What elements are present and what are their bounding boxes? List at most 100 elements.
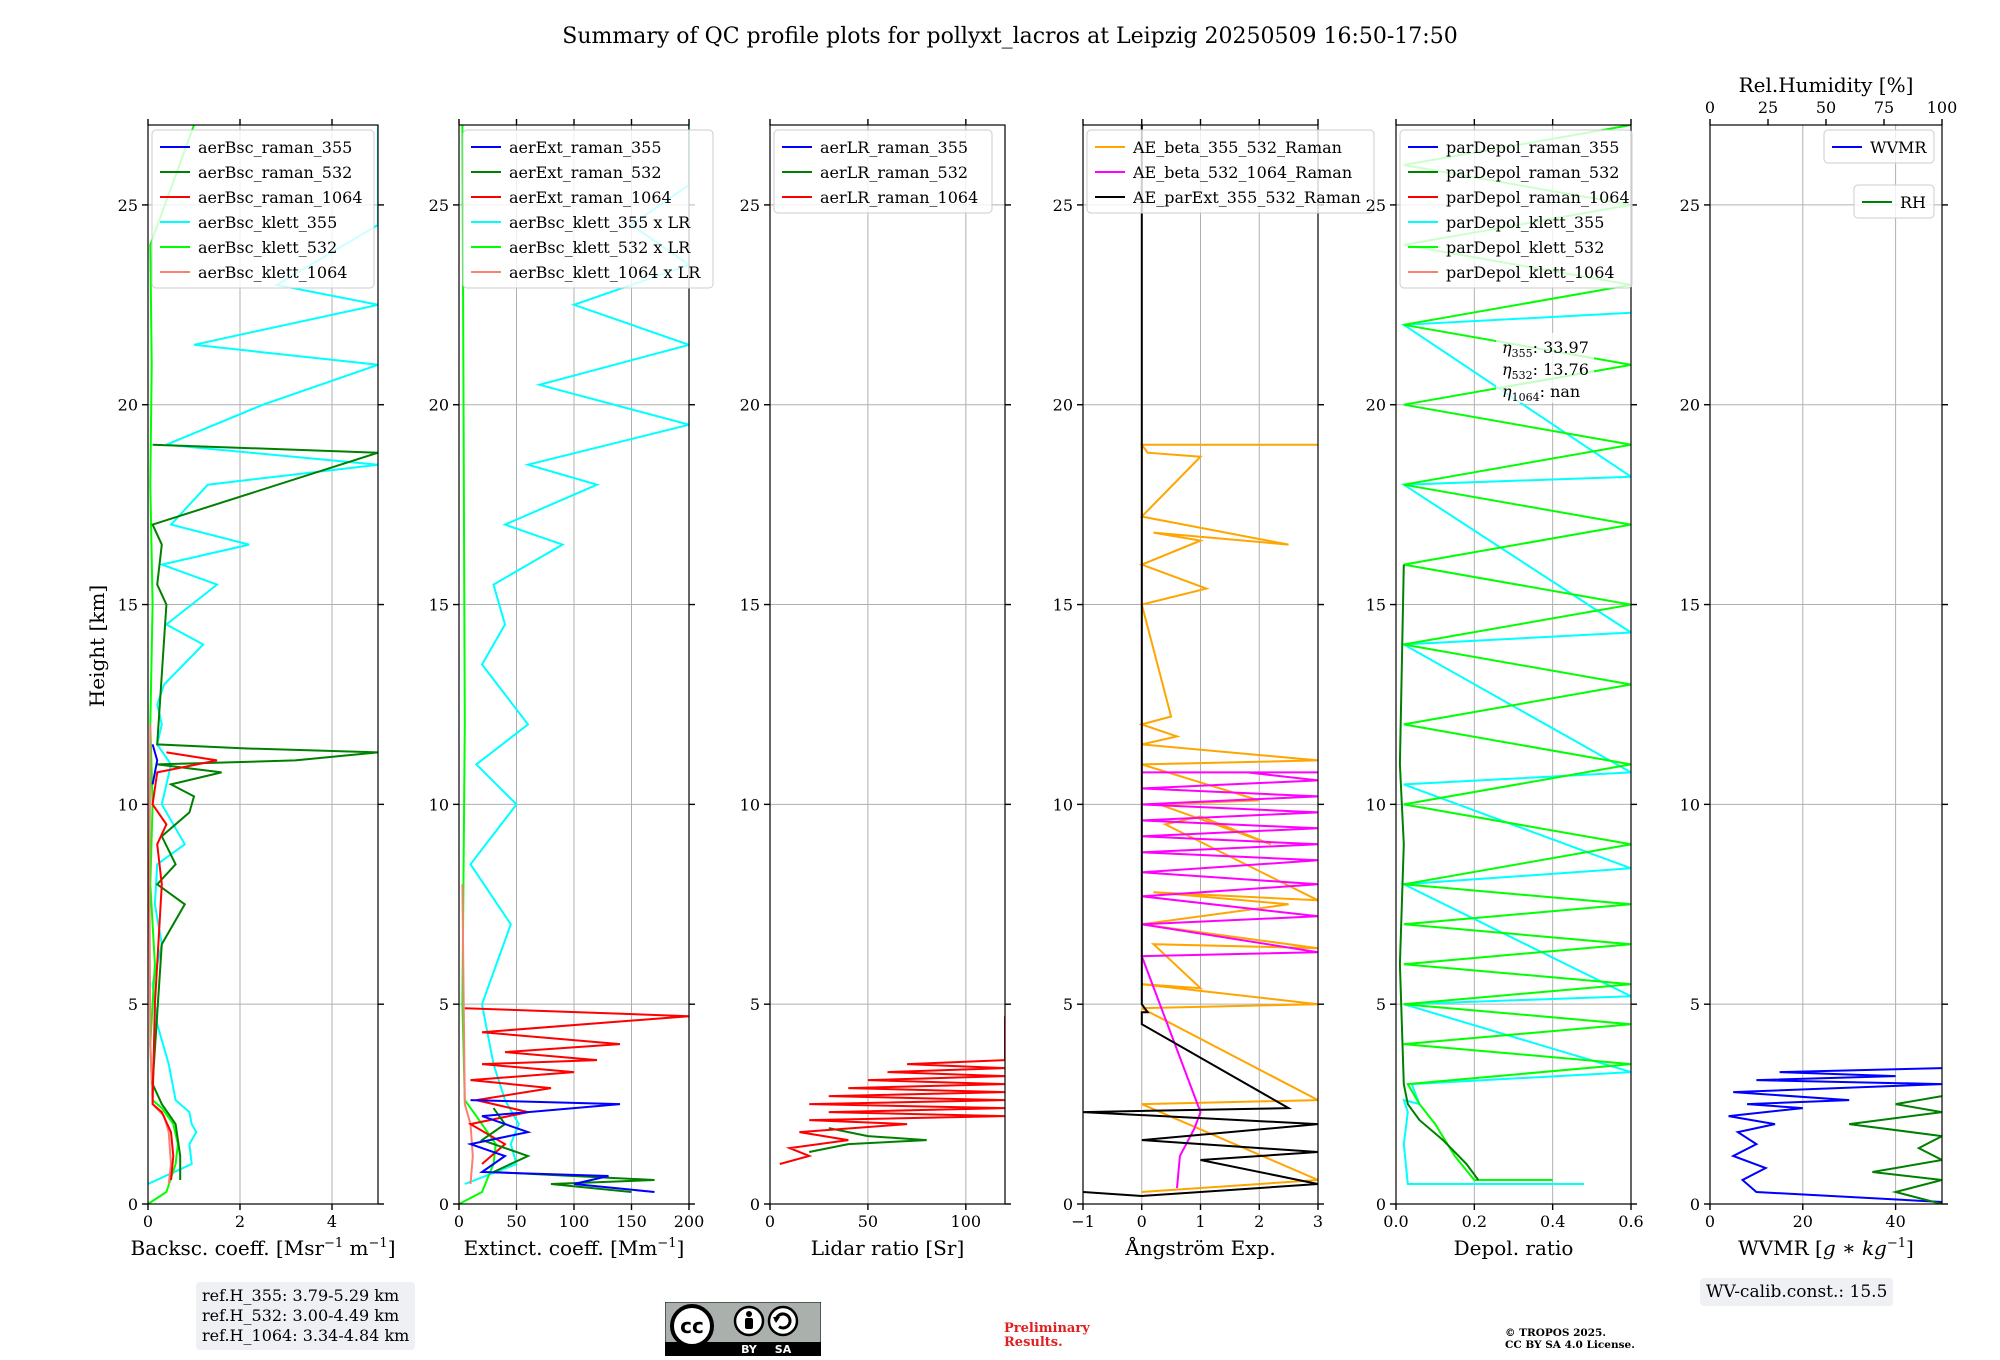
y-tick-label: 5 <box>1690 995 1700 1014</box>
preliminary-line-1: Preliminary <box>1004 1321 1090 1336</box>
x-axis-label: Backsc. coeff. [Msr−1 m−1] <box>131 1236 396 1260</box>
legend-label: AE_beta_355_532_Raman <box>1132 138 1342 157</box>
data-series <box>459 125 689 1204</box>
top-x-axis-label: Rel.Humidity [%] <box>1739 73 1914 97</box>
x-axis-label-part: Ångström Exp. <box>1124 1235 1275 1260</box>
eta-symbol: η <box>1502 360 1512 379</box>
eta-number: : 33.97 <box>1533 338 1589 357</box>
x-axis-label-part: Lidar ratio [Sr] <box>811 1236 965 1260</box>
y-tick-label: 0 <box>1063 1195 1073 1214</box>
legend-label: aerBsc_klett_1064 <box>198 263 347 282</box>
subplot-depol: 0.0 0.2 0.4 0.6 0 5 10 15 20 25 Depol. ratio parDep… <box>1366 119 1644 1260</box>
subplot-lr: 0 50 100 0 5 10 15 20 25 Lidar ratio [Sr] aerLR_ra… <box>740 119 1011 1260</box>
x-tick-label: 0 <box>765 1212 775 1231</box>
y-tick-label: 10 <box>1680 795 1700 814</box>
x-tick-label: 2 <box>235 1212 245 1231</box>
x-tick-label: 20 <box>1793 1212 1813 1231</box>
grid-lines <box>769 125 1005 1205</box>
series-AE_parExt_355_532_Raman <box>1083 125 1318 1198</box>
legend-rh: RH <box>1853 184 1935 219</box>
data-series <box>148 125 378 1204</box>
top-x-tick-label: 75 <box>1874 98 1894 117</box>
series-aerBsc_klett_532 <box>148 125 195 1204</box>
grid-lines <box>1709 125 1943 1205</box>
x-tick-label: 40 <box>1885 1212 1905 1231</box>
ticks <box>764 119 1011 1210</box>
x-axis-label-part: ] <box>677 1236 685 1260</box>
x-axis-label-part: m <box>343 1236 368 1260</box>
legend: aerLR_raman_355 aerLR_raman_532 aerLR_rama… <box>773 129 993 214</box>
series-parDepol_raman_532 <box>1398 564 1480 1181</box>
y-tick-label: 25 <box>1366 196 1386 215</box>
x-axis-label-part: −1 <box>324 1236 343 1251</box>
x-tick-label: 3 <box>1313 1212 1323 1231</box>
legend-box <box>462 129 714 289</box>
ref-height-1064: ref.H_1064: 3.34-4.84 km <box>202 1326 410 1345</box>
y-tick-label: 25 <box>429 196 449 215</box>
x-axis-label: Extinct. coeff. [Mm−1] <box>464 1236 685 1260</box>
legend-label: aerLR_raman_1064 <box>820 188 978 207</box>
subplot-wvmr: 0 25 50 75 100 Rel.Humidity [%] 0 20 40 0 5 10 15 20 2… <box>1680 73 1958 1260</box>
x-axis-label-part: ] <box>388 1236 396 1260</box>
x-axis-label: Ångström Exp. <box>1124 1235 1275 1260</box>
legend-box <box>151 129 375 289</box>
y-tick-label: 10 <box>118 795 138 814</box>
y-tick-label: 15 <box>1366 596 1386 615</box>
y-tick-label: 10 <box>429 795 449 814</box>
x-tick-label: 0 <box>1137 1212 1147 1231</box>
subplot-ext: 0 50 100 150 200 0 5 10 15 20 25 Extinct. coeff. [M… <box>429 119 714 1260</box>
axes-frame <box>1395 124 1632 1205</box>
eta-symbol: η <box>1502 382 1512 401</box>
x-axis-label: Depol. ratio <box>1454 1236 1574 1260</box>
x-axis-label-part: WVMR [ <box>1738 1236 1823 1260</box>
x-tick-label: 2 <box>1254 1212 1264 1231</box>
y-tick-label: 25 <box>118 196 138 215</box>
legend-label: parDepol_raman_355 <box>1446 138 1619 157</box>
y-tick-label: 10 <box>1366 795 1386 814</box>
svg-text:cc: cc <box>680 1314 704 1338</box>
y-tick-label: 15 <box>1680 596 1700 615</box>
copyright-line-1: © TROPOS 2025. <box>1505 1327 1607 1339</box>
reference-height-box: ref.H_355: 3.79-5.29 km ref.H_532: 3.00-… <box>196 1282 416 1350</box>
data-series <box>779 1016 1005 1165</box>
legend-box <box>1086 129 1375 214</box>
legend-label: RH <box>1900 193 1926 212</box>
eta-subscript: 355 <box>1512 347 1533 360</box>
ref-height-355: ref.H_355: 3.79-5.29 km <box>202 1286 400 1305</box>
y-tick-label: 15 <box>1053 596 1073 615</box>
x-axis-label-part: −1 <box>369 1236 388 1251</box>
eta-box <box>1496 333 1594 403</box>
legend-label: aerBsc_klett_1064 x LR <box>509 263 701 282</box>
legend: aerBsc_raman_355 aerBsc_raman_532 aerBsc_r… <box>151 129 375 289</box>
legend: AE_beta_355_532_Raman AE_beta_532_1064_Ra… <box>1086 129 1375 214</box>
eta-number: : 13.76 <box>1533 360 1589 379</box>
series-aerBsc_klett_355 x LR <box>464 125 689 1185</box>
y-tick-label: 15 <box>118 596 138 615</box>
x-axis-label-part: −1 <box>1887 1236 1906 1251</box>
y-tick-label: 15 <box>740 596 760 615</box>
x-tick-label: −1 <box>1071 1212 1095 1231</box>
x-tick-label: 0 <box>143 1212 153 1231</box>
x-axis-label: WVMR [g ∗ kg−1] <box>1738 1236 1914 1260</box>
cc-by-label: BY <box>741 1343 758 1356</box>
y-tick-label: 10 <box>1053 795 1073 814</box>
legend: WVMR <box>1823 129 1935 164</box>
y-tick-label: 25 <box>1053 196 1073 215</box>
y-tick-label: 5 <box>1376 995 1386 1014</box>
legend-box <box>1853 184 1935 219</box>
wv-calibration-box: WV-calib.const.: 15.5 <box>1700 1278 1894 1306</box>
x-axis-label-part: Extinct. coeff. [Mm <box>464 1236 658 1260</box>
x-axis-label-part: −1 <box>657 1236 676 1251</box>
wv-calibration-constant: WV-calib.const.: 15.5 <box>1706 1282 1888 1302</box>
grid-lines <box>1082 125 1319 1205</box>
x-axis-label-part: Depol. ratio <box>1454 1236 1574 1260</box>
x-tick-label: 150 <box>616 1212 647 1231</box>
legend-label: parDepol_klett_1064 <box>1446 263 1615 282</box>
series-aerBsc_raman_355 <box>151 744 159 785</box>
x-tick-label: 100 <box>951 1212 982 1231</box>
series-aerBsc_raman_1064 <box>151 751 218 1181</box>
top-x-tick-label: 100 <box>1927 98 1958 117</box>
